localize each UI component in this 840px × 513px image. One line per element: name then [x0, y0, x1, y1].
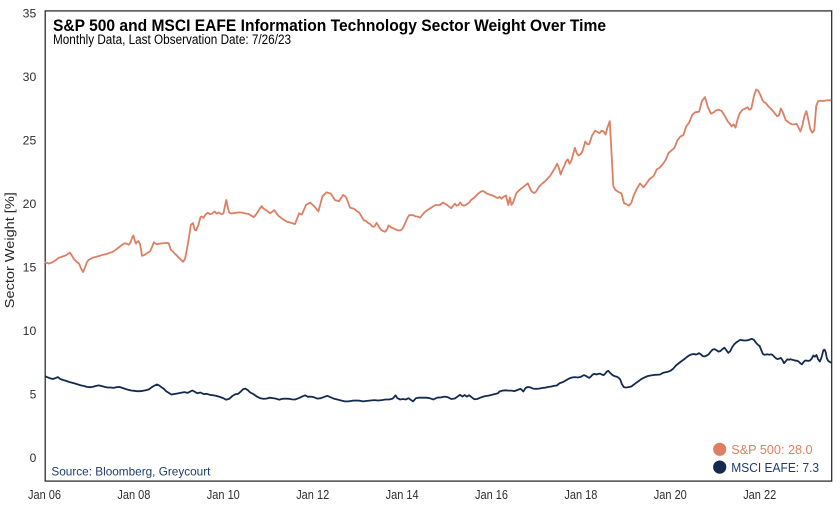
svg-text:0: 0 [30, 451, 37, 465]
svg-text:15: 15 [23, 261, 37, 275]
svg-text:25: 25 [23, 134, 37, 148]
svg-text:Sector Weight [%]: Sector Weight [%] [2, 192, 17, 308]
svg-text:Jan 16: Jan 16 [475, 488, 508, 502]
svg-text:Jan 22: Jan 22 [743, 488, 776, 502]
svg-text:Jan 14: Jan 14 [386, 488, 419, 502]
svg-text:35: 35 [23, 7, 37, 21]
svg-text:20: 20 [23, 197, 37, 211]
svg-text:30: 30 [23, 70, 37, 84]
svg-text:Source: Bloomberg, Greycourt: Source: Bloomberg, Greycourt [51, 464, 211, 478]
svg-text:Monthly Data, Last Observation: Monthly Data, Last Observation Date: 7/2… [53, 32, 291, 47]
svg-text:Jan 06: Jan 06 [28, 488, 61, 502]
svg-text:Jan 10: Jan 10 [207, 488, 240, 502]
svg-text:5: 5 [30, 388, 37, 402]
svg-text:Jan 08: Jan 08 [117, 488, 150, 502]
svg-text:S&P 500: 28.0: S&P 500: 28.0 [731, 442, 812, 457]
svg-text:Jan 18: Jan 18 [564, 488, 597, 502]
svg-text:MSCI EAFE: 7.3: MSCI EAFE: 7.3 [731, 460, 819, 475]
svg-text:10: 10 [23, 324, 37, 338]
svg-text:Jan 12: Jan 12 [296, 488, 329, 502]
svg-text:Jan 20: Jan 20 [654, 488, 687, 502]
svg-text:S&P 500 and MSCI EAFE Informat: S&P 500 and MSCI EAFE Information Techno… [53, 17, 606, 35]
